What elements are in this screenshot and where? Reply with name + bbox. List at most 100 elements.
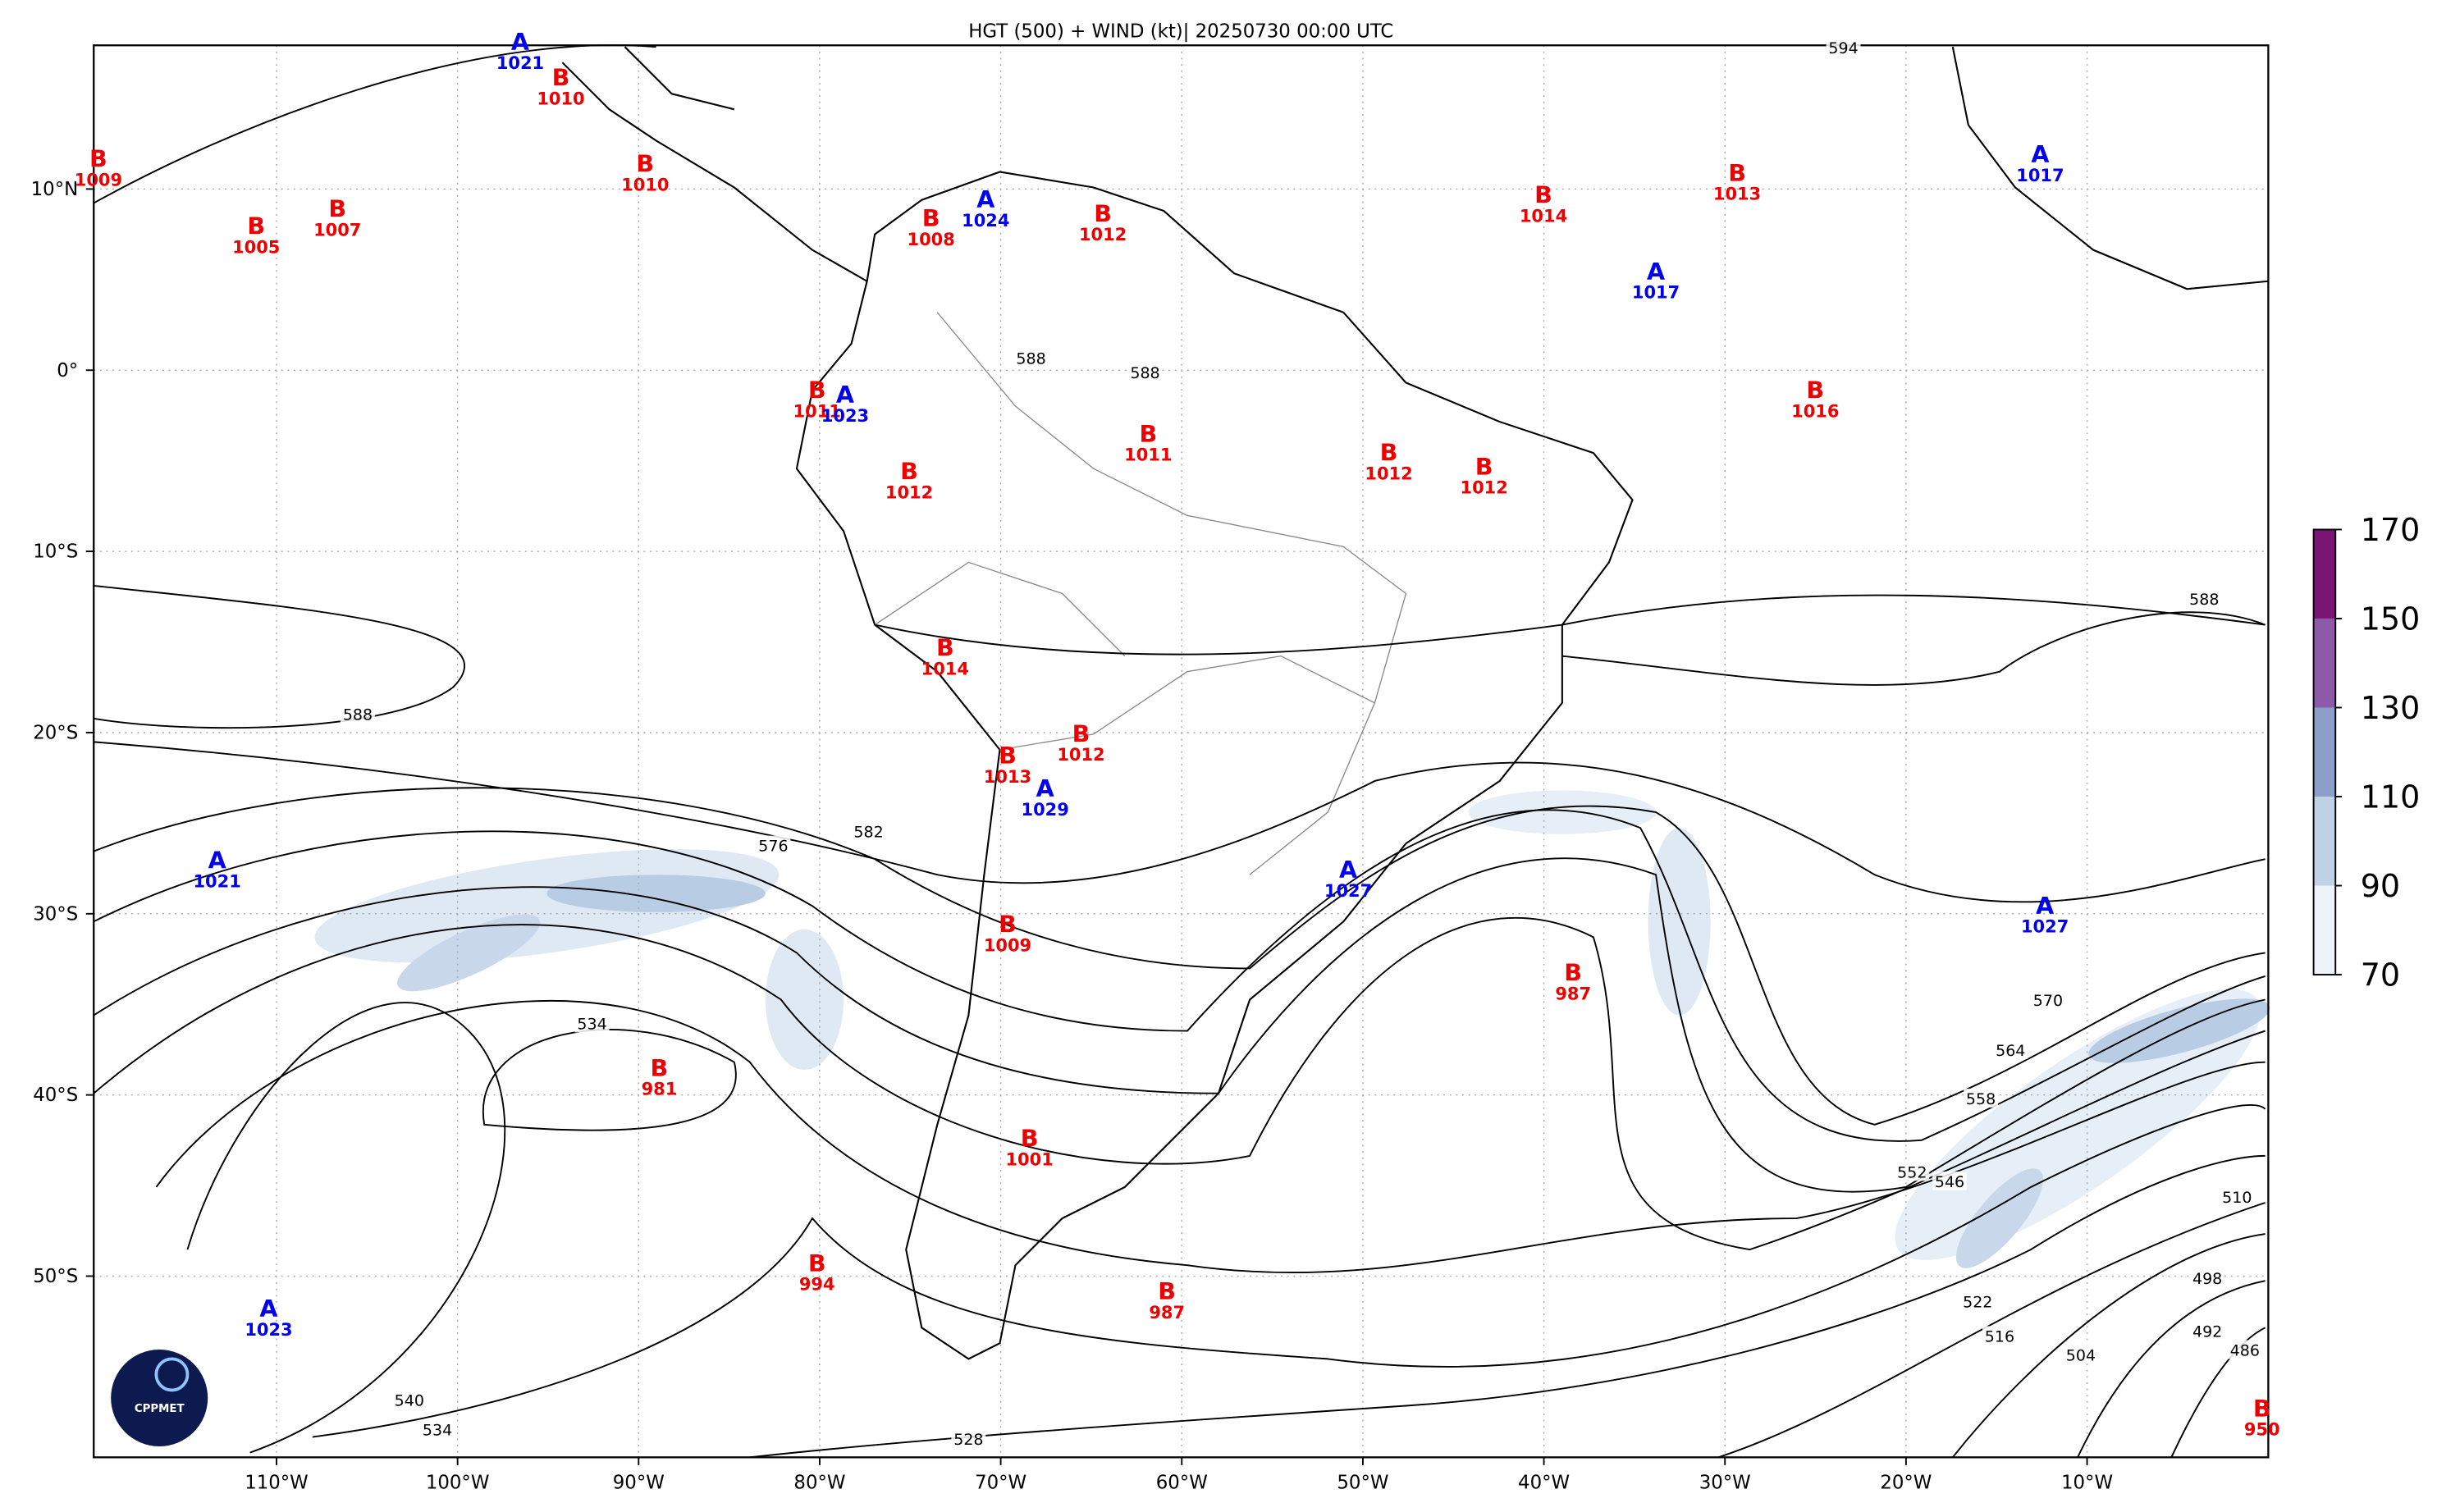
center-letter: B bbox=[1072, 719, 1090, 747]
contour-label: 540 bbox=[395, 1392, 424, 1410]
center-pressure: 1014 bbox=[1520, 206, 1567, 226]
center-pressure: 1009 bbox=[75, 171, 122, 190]
contour-label-bg bbox=[1826, 37, 1861, 57]
x-tick-label: 10°W bbox=[2061, 1472, 2113, 1493]
center-pressure: 1027 bbox=[2021, 917, 2069, 937]
center-letter: A bbox=[1647, 258, 1665, 285]
logo-text: CPPMET bbox=[135, 1403, 185, 1415]
center-letter: B bbox=[1806, 377, 1824, 404]
logo: CPPMET bbox=[111, 1349, 208, 1446]
contour-label-bg bbox=[2220, 1186, 2255, 1206]
y-tick-label: 10°S bbox=[33, 541, 78, 563]
colorbar-tick-label: 150 bbox=[2361, 601, 2421, 637]
center-letter: A bbox=[259, 1295, 277, 1322]
colorbar-tick-label: 130 bbox=[2361, 690, 2421, 726]
contour-label-bg bbox=[1895, 1162, 1930, 1181]
contour-label: 528 bbox=[953, 1431, 983, 1449]
center-letter: B bbox=[999, 911, 1017, 939]
contour-label: 516 bbox=[1985, 1327, 2014, 1345]
borders bbox=[874, 312, 1407, 875]
x-tick-label: 90°W bbox=[613, 1472, 665, 1493]
contour-label-bg bbox=[1127, 362, 1163, 381]
colorbar-segment bbox=[2313, 707, 2336, 797]
colorbar-segment bbox=[2313, 885, 2336, 975]
center-pressure: 1001 bbox=[1005, 1149, 1053, 1169]
center-letter: A bbox=[1036, 774, 1054, 802]
height-contours bbox=[93, 44, 2266, 1459]
center-letter: B bbox=[89, 145, 107, 173]
contour-label: 522 bbox=[1963, 1294, 1992, 1312]
center-letter: A bbox=[836, 381, 854, 409]
contour-label: 534 bbox=[423, 1422, 452, 1440]
center-pressure: 1012 bbox=[885, 482, 933, 502]
contour-label-bg bbox=[2063, 1345, 2098, 1364]
contour-label: 594 bbox=[1828, 39, 1858, 57]
center-pressure: 1029 bbox=[1022, 800, 1069, 820]
contour-label: 564 bbox=[1996, 1042, 2025, 1060]
center-pressure: 1021 bbox=[193, 871, 240, 891]
contour-label-bg bbox=[1993, 1040, 2028, 1059]
center-pressure: 1016 bbox=[1791, 401, 1839, 421]
contour-label-bg bbox=[2227, 1340, 2262, 1359]
center-letter: B bbox=[808, 1249, 826, 1277]
contour-label: 552 bbox=[1897, 1164, 1927, 1182]
center-pressure: 1021 bbox=[496, 53, 544, 73]
center-pressure: 1012 bbox=[1057, 745, 1104, 765]
contour-label-bg bbox=[420, 1419, 455, 1439]
colorbar: 70 90 110 130 150 170 bbox=[2312, 512, 2421, 993]
center-pressure: 1005 bbox=[232, 237, 280, 257]
x-tick-label: 80°W bbox=[793, 1472, 845, 1493]
center-letter: A bbox=[976, 185, 994, 213]
center-pressure: 981 bbox=[642, 1080, 678, 1099]
center-letter: B bbox=[1021, 1124, 1039, 1152]
colorbar-frame bbox=[2312, 528, 2337, 975]
x-tick-label: 20°W bbox=[1880, 1472, 1932, 1493]
center-letter: A bbox=[2031, 140, 2049, 168]
center-pressure: 1011 bbox=[793, 401, 841, 421]
contour-label: 588 bbox=[1130, 364, 1159, 382]
center-letter: A bbox=[1339, 856, 1357, 884]
contour-label: 486 bbox=[2230, 1342, 2260, 1360]
colorbar-segment bbox=[2313, 618, 2336, 708]
y-tick-label: 50°S bbox=[33, 1266, 78, 1287]
contour-label: 510 bbox=[2222, 1189, 2252, 1207]
contour-label: 582 bbox=[853, 823, 883, 841]
center-pressure: 1014 bbox=[921, 660, 969, 679]
center-letter: B bbox=[328, 195, 346, 223]
contour-label: 570 bbox=[2033, 992, 2063, 1010]
center-pressure: 1023 bbox=[245, 1320, 292, 1340]
center-letter: B bbox=[1475, 453, 1493, 481]
contour-label: 588 bbox=[2189, 591, 2219, 609]
y-tick-label: 20°S bbox=[33, 723, 78, 744]
contour-label: 546 bbox=[1935, 1173, 1964, 1191]
contour-label: 498 bbox=[2192, 1270, 2222, 1288]
center-pressure: 1010 bbox=[537, 89, 584, 109]
center-pressure: 1017 bbox=[1632, 283, 1680, 303]
contour-label-bg bbox=[574, 1013, 610, 1033]
center-letter: B bbox=[999, 742, 1017, 770]
center-pressure: 1023 bbox=[821, 406, 869, 426]
x-tick-label: 50°W bbox=[1337, 1472, 1388, 1493]
center-letter: B bbox=[636, 149, 654, 177]
center-pressure: 1013 bbox=[984, 767, 1031, 787]
center-letter: B bbox=[1158, 1277, 1176, 1305]
colorbar-segment bbox=[2313, 797, 2336, 886]
contour-label-bg bbox=[1982, 1326, 2017, 1345]
center-pressure: 987 bbox=[1555, 984, 1591, 1004]
colorbar-tick-label: 110 bbox=[2361, 779, 2421, 815]
contour-label: 588 bbox=[343, 706, 373, 724]
center-letter: B bbox=[1728, 159, 1746, 187]
y-tick-label: 0° bbox=[57, 360, 78, 381]
center-letter: B bbox=[922, 204, 940, 232]
contour-label: 534 bbox=[577, 1016, 606, 1034]
contour-label: 576 bbox=[758, 838, 788, 856]
center-letter: B bbox=[900, 458, 918, 486]
contour-label-bg bbox=[1932, 1171, 1967, 1190]
center-pressure: 1017 bbox=[2016, 166, 2064, 185]
center-pressure: 1009 bbox=[984, 935, 1031, 955]
contour-label: 558 bbox=[1966, 1090, 1996, 1108]
center-letter: B bbox=[1534, 181, 1552, 209]
colorbar-tick-label: 170 bbox=[2361, 512, 2421, 548]
